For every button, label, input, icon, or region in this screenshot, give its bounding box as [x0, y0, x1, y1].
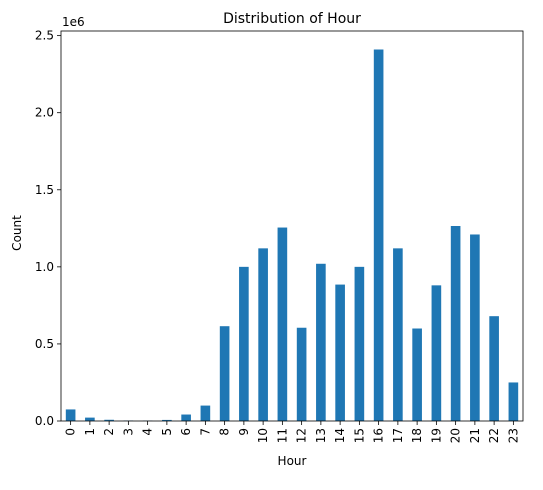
bar-hour-14 [335, 285, 345, 421]
bar-hour-13 [316, 264, 326, 421]
y-ticks-group: 0.0 0.5 1.0 1.5 2.0 2.5 [35, 29, 61, 428]
x-tick-label: 13 [314, 428, 328, 443]
bar-hour-0 [66, 409, 76, 421]
x-tick-label: 16 [372, 428, 386, 443]
x-tick-label: 5 [160, 428, 174, 436]
bar-hour-12 [297, 328, 307, 421]
bar-hour-15 [355, 267, 365, 421]
bar-hour-21 [470, 234, 480, 421]
bar-hour-8 [220, 326, 230, 421]
y-offset-label: 1e6 [62, 15, 85, 29]
x-tick-label: 1 [83, 428, 97, 436]
x-tick-label: 22 [487, 428, 501, 443]
x-tick-label: 7 [198, 428, 212, 436]
chart-title: Distribution of Hour [223, 11, 361, 27]
bar-hour-9 [239, 267, 249, 421]
bar-hour-6 [181, 415, 191, 421]
bar-hour-7 [201, 406, 211, 421]
x-tick-label: 10 [256, 428, 270, 443]
x-tick-label: 18 [410, 428, 424, 443]
bar-hour-16 [374, 50, 384, 422]
x-tick-label: 17 [391, 428, 405, 443]
y-tick-label: 1.0 [35, 260, 54, 274]
x-tick-label: 8 [218, 428, 232, 436]
x-tick-label: 9 [237, 428, 251, 436]
bar-hour-11 [278, 228, 288, 421]
y-axis-label: Count [10, 215, 24, 251]
bar-hour-17 [393, 248, 403, 421]
x-tick-label: 21 [468, 428, 482, 443]
bar-hour-19 [432, 285, 442, 421]
bar-hour-20 [451, 226, 461, 421]
bar-hour-10 [258, 248, 268, 421]
y-tick-label: 2.5 [35, 29, 54, 43]
x-tick-label: 2 [102, 428, 116, 436]
x-tick-label: 12 [295, 428, 309, 443]
x-tick-label: 15 [352, 428, 366, 443]
x-tick-label: 11 [275, 428, 289, 443]
y-tick-label: 0.0 [35, 414, 54, 428]
x-tick-label: 0 [64, 428, 78, 436]
bar-hour-23 [509, 382, 519, 421]
y-tick-label: 1.5 [35, 183, 54, 197]
bar-hour-22 [489, 316, 499, 421]
x-ticks-group: 0 1 2 3 4 5 6 7 8 9 10 11 12 13 14 15 16 17 18 19 20 21 22 23 [64, 421, 521, 443]
x-tick-label: 20 [449, 428, 463, 443]
x-tick-label: 6 [179, 428, 193, 436]
bar-hour-18 [412, 329, 422, 421]
y-tick-label: 2.0 [35, 106, 54, 120]
x-tick-label: 19 [429, 428, 443, 443]
y-tick-label: 0.5 [35, 337, 54, 351]
bar-hour-1 [85, 418, 95, 421]
x-tick-label: 4 [141, 428, 155, 436]
x-axis-label: Hour [278, 454, 307, 468]
x-tick-label: 23 [506, 428, 520, 443]
x-tick-label: 14 [333, 428, 347, 443]
x-tick-label: 3 [121, 428, 135, 436]
bars-group [66, 50, 518, 422]
